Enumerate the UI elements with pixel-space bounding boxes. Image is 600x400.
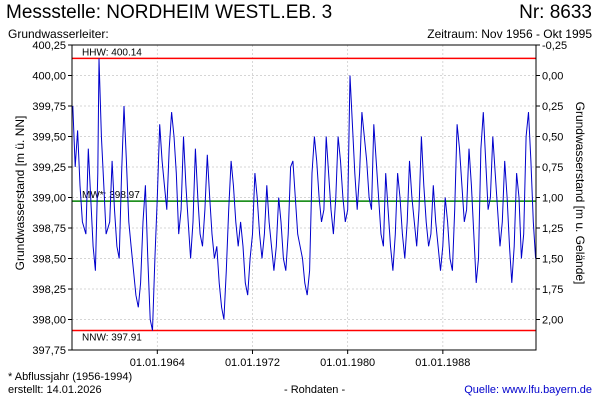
reference-label-max: HHW: 400.14 [82,47,142,58]
y-tick-label: 400,25 [32,40,66,52]
x-axis: 01.01.1964 01.01.1972 01.01.1980 01.01.1988 [130,350,470,369]
y-axis-left: 397,75 398,00 398,25 398,50 398,75 399,00 399,… [32,40,72,357]
footnote: * Abflussjahr (1956-1994) [8,371,133,383]
period-label: Zeitraum: Nov 1956 - Okt 1995 [427,27,592,41]
y-axis-right: -0,25 0,00 0,25 0,50 0,75 1,00 1,25 1,50 1,75 2,0… [536,40,567,327]
x-tick-label: 01.01.1980 [320,357,375,369]
y-tick-label: 400,00 [32,71,66,83]
raw-data-label: - Rohdaten - [284,384,346,396]
source-link[interactable]: Quelle: www.lfu.bayern.de [464,384,592,396]
y-tick-label: 398,75 [32,223,66,235]
y-right-tick-label: 0,25 [542,101,563,113]
x-tick-label: 01.01.1972 [225,357,280,369]
y-tick-label: 399,50 [32,132,66,144]
y-right-tick-label: 1,75 [542,284,563,296]
reference-label-min: NNW: 397.91 [82,332,142,343]
x-tick-label: 01.01.1988 [415,357,470,369]
y-right-tick-label: 1,50 [542,254,563,266]
y-tick-label: 399,25 [32,162,66,174]
y-right-tick-label: 1,00 [542,193,563,205]
y-right-tick-label: -0,25 [542,40,567,52]
station-title: Messstelle: NORDHEIM WESTL.EB. 3 [6,2,333,23]
y-tick-label: 398,50 [32,254,66,266]
y-tick-label: 399,00 [32,193,66,205]
y-tick-label: 397,75 [32,345,66,357]
aquifer-label: Grundwasserleiter: [8,27,109,41]
y-right-tick-label: 0,50 [542,132,563,144]
grid [72,44,536,351]
y-axis-left-label: Grundwasserstand [m ü. NN] [13,116,27,271]
series-line [72,58,537,331]
created-date: erstellt: 14.01.2026 [8,384,102,396]
x-tick-label: 01.01.1964 [130,357,185,369]
y-right-tick-label: 2,00 [542,315,563,327]
y-right-tick-label: 0,00 [542,71,563,83]
station-number: Nr: 8633 [519,2,592,23]
y-right-tick-label: 1,25 [542,223,563,235]
y-tick-label: 398,00 [32,315,66,327]
y-right-tick-label: 0,75 [542,162,563,174]
y-tick-label: 399,75 [32,101,66,113]
y-tick-label: 398,25 [32,284,66,296]
y-axis-right-label: Grundwasserstand [m u. Gelände] [573,102,587,285]
